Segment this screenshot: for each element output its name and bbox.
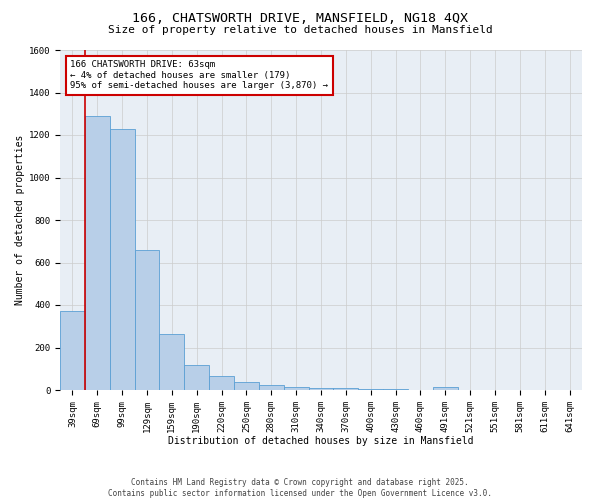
Text: Size of property relative to detached houses in Mansfield: Size of property relative to detached ho… xyxy=(107,25,493,35)
Bar xyxy=(334,388,358,390)
X-axis label: Distribution of detached houses by size in Mansfield: Distribution of detached houses by size … xyxy=(168,436,474,446)
Bar xyxy=(259,384,284,390)
Bar xyxy=(60,312,85,390)
Bar xyxy=(160,334,184,390)
Y-axis label: Number of detached properties: Number of detached properties xyxy=(14,135,25,305)
Bar xyxy=(383,389,408,390)
Bar xyxy=(110,128,134,390)
Bar xyxy=(234,382,259,390)
Text: 166 CHATSWORTH DRIVE: 63sqm
← 4% of detached houses are smaller (179)
95% of sem: 166 CHATSWORTH DRIVE: 63sqm ← 4% of deta… xyxy=(70,60,328,90)
Bar xyxy=(358,389,383,390)
Bar xyxy=(433,388,458,390)
Bar xyxy=(209,376,234,390)
Bar xyxy=(85,116,110,390)
Text: 166, CHATSWORTH DRIVE, MANSFIELD, NG18 4QX: 166, CHATSWORTH DRIVE, MANSFIELD, NG18 4… xyxy=(132,12,468,26)
Bar xyxy=(308,388,334,390)
Bar xyxy=(134,250,160,390)
Text: Contains HM Land Registry data © Crown copyright and database right 2025.
Contai: Contains HM Land Registry data © Crown c… xyxy=(108,478,492,498)
Bar xyxy=(184,364,209,390)
Bar xyxy=(284,387,308,390)
